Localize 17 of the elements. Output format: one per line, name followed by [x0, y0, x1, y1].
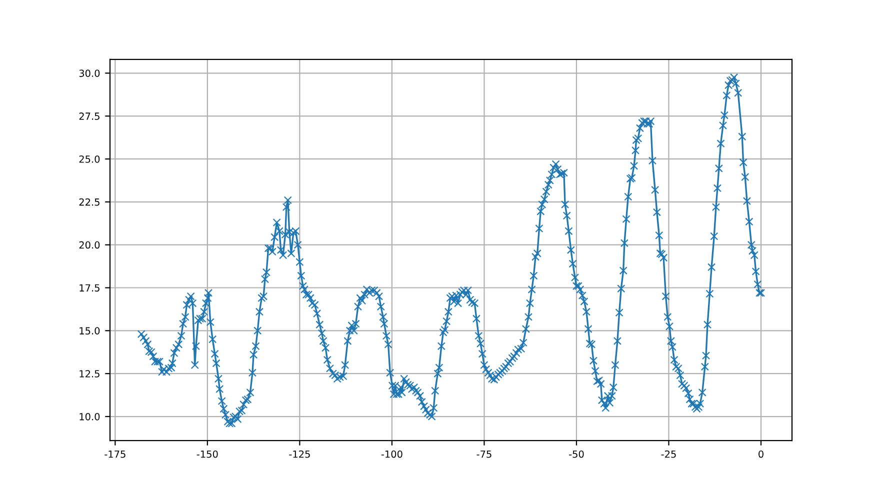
x-tick-label: -150 [196, 450, 218, 458]
y-tick-label: 20.0 [79, 241, 100, 249]
x-tick-label: -100 [381, 450, 402, 458]
x-tick-label: -125 [289, 450, 310, 458]
x-tick-label: -175 [104, 450, 126, 458]
y-tick-label: 27.5 [79, 112, 100, 120]
y-tick-label: 12.5 [80, 370, 100, 378]
x-tick-label: 0 [758, 450, 764, 458]
x-tick-label: -50 [569, 450, 584, 458]
x-tick-label: -25 [661, 450, 676, 458]
x-tick-label: -75 [476, 450, 492, 458]
y-tick-label: 15.0 [80, 327, 100, 334]
y-tick-label: 30.0 [79, 70, 100, 77]
y-tick-label: 10.0 [80, 412, 100, 420]
y-tick-label: 17.5 [80, 284, 100, 292]
y-tick-label: 22.5 [79, 198, 100, 206]
y-tick-label: 25.0 [79, 155, 100, 163]
